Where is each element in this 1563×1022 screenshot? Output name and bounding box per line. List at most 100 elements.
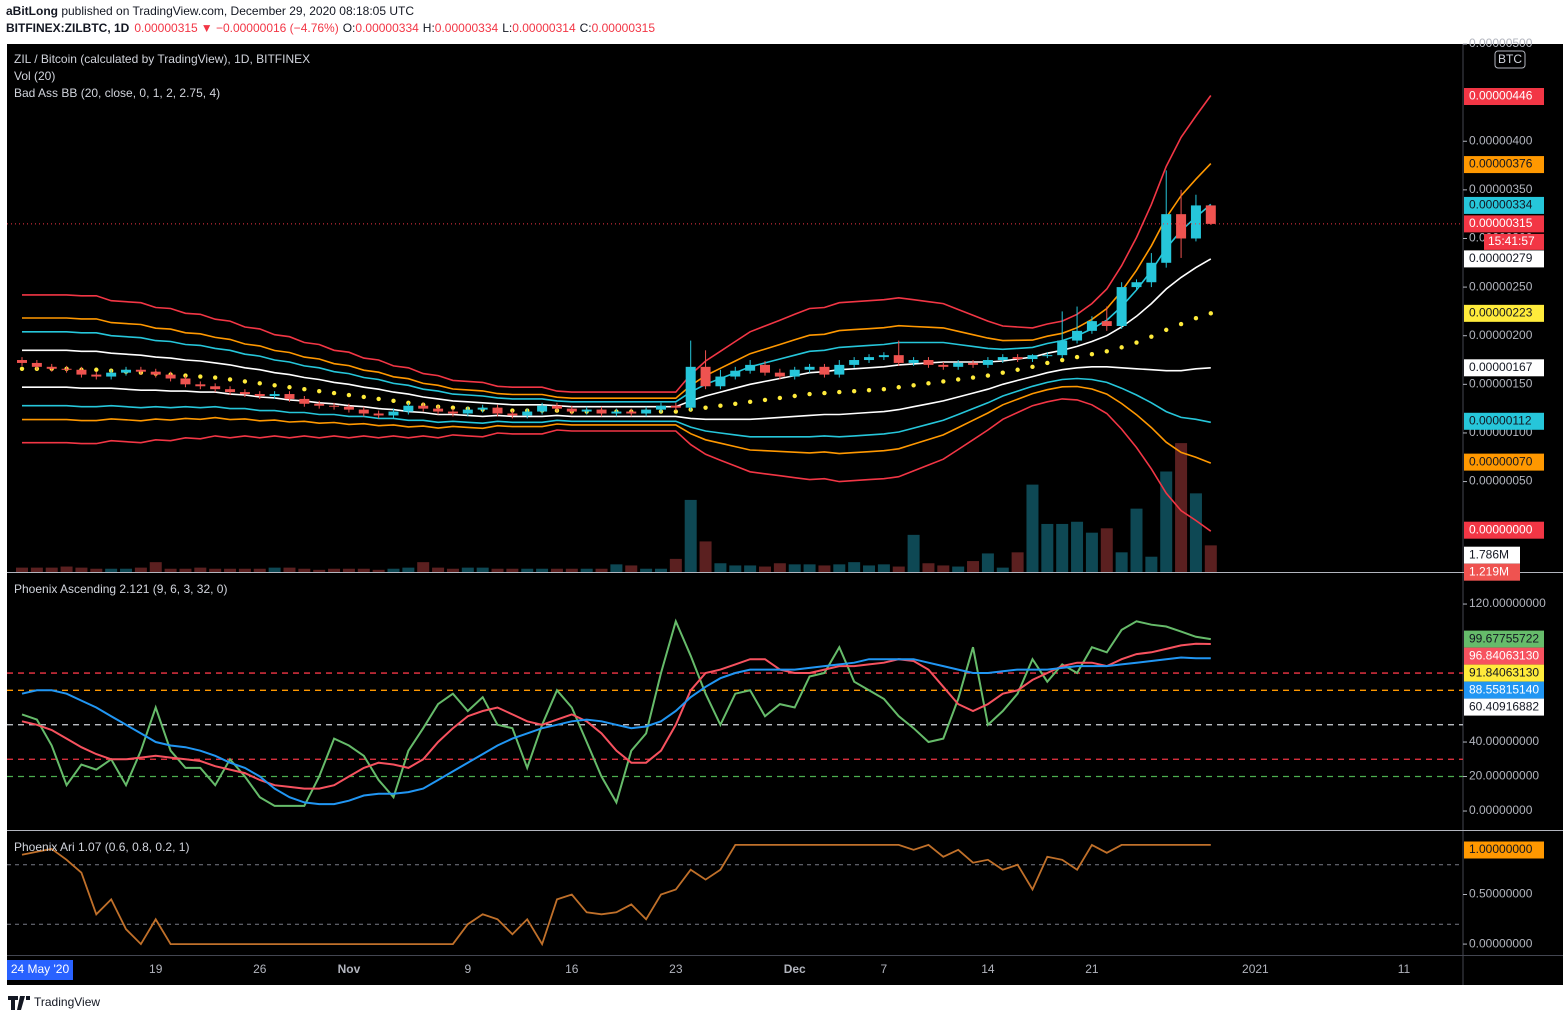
price-badge-label: 1.786M — [1469, 547, 1509, 561]
volume-bar — [1100, 528, 1113, 572]
currency-box — [1494, 50, 1526, 69]
candle-body — [611, 411, 622, 414]
candle-body — [923, 360, 934, 365]
candle-body — [239, 392, 250, 395]
countdown: 15:41:57 — [1488, 234, 1535, 248]
volume-bar — [1011, 552, 1024, 572]
price-badge — [1464, 630, 1544, 648]
candle-body — [864, 357, 875, 361]
basis-dot — [346, 392, 352, 398]
candle-body — [641, 409, 652, 414]
price-badge — [1464, 359, 1544, 377]
volume-bar — [937, 565, 950, 572]
candle-body — [150, 371, 161, 375]
volume-bar — [759, 566, 771, 572]
basis-dot — [242, 379, 248, 384]
candle-body — [299, 398, 310, 404]
candle-body — [418, 405, 429, 409]
price-badge — [1464, 304, 1544, 322]
candle-body — [61, 368, 72, 370]
volume-bar — [402, 567, 415, 572]
price-badge — [1464, 521, 1544, 539]
candle-body — [953, 362, 964, 367]
volume-bar — [342, 568, 355, 572]
x-tick-label: 16 — [565, 962, 579, 976]
basis-dot — [1045, 360, 1050, 366]
volume-bar — [773, 563, 786, 572]
candle-body — [225, 389, 236, 393]
candle-body — [492, 407, 503, 414]
author: aBitLong — [6, 4, 58, 18]
x-tick-label: 9 — [464, 962, 471, 976]
brand-logo — [8, 996, 30, 1010]
x-tick-label: Dec — [784, 962, 806, 976]
basis-dot — [955, 377, 961, 382]
y-tick-label: 0.00000000 — [1469, 936, 1533, 950]
candle-body — [908, 360, 919, 363]
price-badge — [1464, 250, 1544, 268]
candle-body — [447, 411, 458, 414]
ohlc-key: H: — [423, 21, 435, 35]
candle-body — [46, 366, 57, 369]
band-line — [22, 385, 1212, 464]
candle-body — [462, 409, 473, 414]
volume-bar — [45, 567, 58, 572]
volume-bar — [550, 568, 563, 572]
basis-dot — [851, 388, 857, 394]
y-tick-label: 20.00000000 — [1469, 769, 1539, 783]
volume-bar — [536, 568, 549, 572]
basis-dot — [926, 381, 931, 386]
candle-body — [477, 407, 488, 410]
y-tick-label: 0.00000400 — [1469, 133, 1533, 147]
volume-bar — [164, 568, 177, 572]
volume-bar — [224, 568, 237, 572]
price-badge-label: 1.00000000 — [1469, 842, 1533, 856]
volume-bar — [788, 564, 801, 572]
y-tick-label: 0.00000500 — [1469, 36, 1533, 50]
basis-dot — [94, 367, 99, 372]
volume-bar — [194, 567, 207, 572]
candle-body — [760, 364, 770, 373]
candle-body — [982, 360, 993, 365]
basis-dot — [718, 403, 723, 408]
volume-bar — [625, 565, 638, 572]
candle-body — [1101, 321, 1112, 326]
candle-body — [551, 405, 562, 409]
x-tick-label: 11 — [1398, 962, 1411, 976]
candle-body — [180, 378, 191, 385]
price-badge — [1464, 647, 1544, 665]
candle-body — [670, 405, 681, 408]
candle-body — [1161, 214, 1172, 263]
candle-body — [195, 384, 206, 387]
volume-bar — [1175, 443, 1188, 572]
price-badge — [1464, 156, 1544, 174]
candle-body — [819, 366, 830, 375]
volume-bar — [1115, 552, 1128, 572]
price-badge-label: 0.00000334 — [1469, 198, 1533, 212]
volume-bar — [75, 567, 88, 572]
volume-bar — [1085, 532, 1098, 572]
volume-bar — [580, 568, 593, 572]
basis-dot — [1119, 345, 1124, 350]
candle-body — [566, 408, 577, 412]
band-line — [22, 258, 1212, 408]
candle-body — [715, 376, 726, 387]
volume-bar — [387, 568, 400, 572]
price-badge-label: 0.00000070 — [1469, 454, 1533, 468]
candle-body — [1205, 205, 1216, 224]
price-badge — [1464, 681, 1544, 699]
volume-bar — [268, 567, 281, 572]
price-badge-label: 0.00000112 — [1469, 413, 1532, 427]
volume-bar — [298, 568, 311, 572]
volume-bar — [907, 534, 920, 572]
basis-dot — [896, 385, 901, 390]
y-tick-label: 0.00000200 — [1469, 328, 1533, 342]
volume-bar — [253, 568, 266, 572]
candle-body — [373, 413, 384, 416]
basis-dot — [747, 399, 753, 405]
symbol-line: BITFINEX:ZILBTC, 1D 0.00000315 ▼ −0.000000… — [6, 21, 655, 35]
candle-body — [730, 370, 741, 377]
volume-bar — [328, 568, 341, 572]
basis-dot — [183, 373, 188, 378]
